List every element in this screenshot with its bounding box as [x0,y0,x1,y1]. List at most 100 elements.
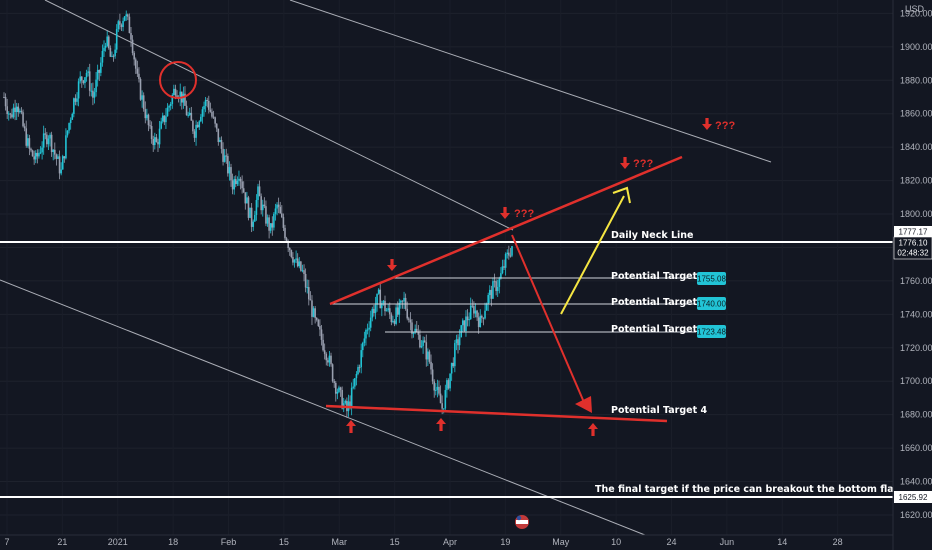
candle-body [461,320,464,326]
price-tick-label: 1720.00 [900,343,932,353]
candle-body [193,131,196,138]
up-arrow-icon [346,420,356,433]
down-arrow-markers [387,118,712,271]
candle-body [301,270,304,272]
candle-body [455,339,458,344]
candle-body [433,381,436,391]
candle-body [266,217,269,224]
candle-body [92,90,94,98]
candle-body [228,167,231,174]
candle-body [230,167,232,181]
candle-body [261,204,264,211]
candle-body [42,133,45,148]
candle-body [187,114,189,116]
candle-body [166,107,169,117]
candle-body [117,21,120,30]
candle-body [465,316,467,331]
candle-body [379,289,382,309]
candle-body [68,123,70,131]
candle-body [330,355,332,365]
candle-body [47,138,50,145]
price-tick-label: 1820.00 [900,176,932,186]
candle-body [306,287,309,289]
price-axis-panel[interactable] [893,0,932,550]
price-tick-label: 1760.00 [900,276,932,286]
candle-body [219,140,221,142]
candle-body [144,109,147,119]
candle-body [506,252,509,254]
candle-body [469,305,472,320]
candle-body [395,307,397,324]
candle-body [107,36,110,49]
candle-body [412,332,415,334]
candle-body [333,381,335,383]
candle-body [284,227,286,239]
candle-body [196,124,199,128]
neck-price-value: 1777.17 [899,228,928,237]
candle-body [258,186,261,197]
candle-body [215,123,218,129]
candle-body [255,199,258,215]
target-3-label: Potential Target 3 [611,324,707,335]
candle-body [269,223,272,231]
candle-body [508,252,510,256]
channel-lines [0,0,772,536]
events-flag-icon[interactable] [515,515,529,529]
candle-body [12,107,15,118]
candle-body [268,217,270,231]
candle-body [323,350,326,354]
rising-wedge-line [329,155,683,306]
candle-body [136,68,139,74]
candle-body [496,286,499,292]
candle-body [79,76,81,82]
candle-body [327,360,329,363]
candle-body [382,300,385,304]
candle-body [338,387,340,392]
candle-body [319,326,321,330]
candle-body [290,250,293,258]
candle-body [344,400,347,404]
final-price-value: 1625.92 [899,493,928,502]
candle-body [49,134,51,139]
candle-body [106,36,108,46]
neck-line-label: Daily Neck Line [611,230,693,241]
candle-body [366,329,369,331]
candle-body [227,156,229,174]
candle-body [393,320,396,324]
candle-body [314,308,316,318]
candle-body [308,287,310,300]
candle-body [473,306,475,314]
candle-body [474,310,477,314]
candle-body [320,329,323,340]
candle-body [4,97,7,107]
candle-body [449,373,451,389]
neck-price-tag: 1777.17 [894,226,932,237]
candle-body [401,300,404,302]
candle-body [498,278,501,287]
candle-body [336,391,339,394]
candle-body [20,110,23,113]
candle-body [328,355,331,363]
candle-body [242,188,245,193]
candle-body [63,156,66,159]
up-arrow-icon [436,418,446,431]
candle-body [131,39,134,54]
price-tick-label: 1860.00 [900,109,932,119]
candle-body [254,214,256,222]
candle-body [312,308,315,317]
candle-body [138,73,140,80]
candle-body [231,180,234,190]
date-tick-label: 7 [4,537,9,547]
candle-body [415,328,418,332]
date-ticks[interactable]: 7 21 2021 18 Feb 15 Mar 15 Apr 19 May 10 24 Jun 14 28 [4,537,842,547]
candle-body [339,387,342,391]
candle-body [158,128,161,145]
candle-body [88,71,91,91]
candle-body [398,302,401,315]
candle-body [322,339,324,351]
candle-body [481,315,483,318]
candle-body [371,308,374,318]
candle-body [233,179,235,190]
candle-body [274,208,277,214]
